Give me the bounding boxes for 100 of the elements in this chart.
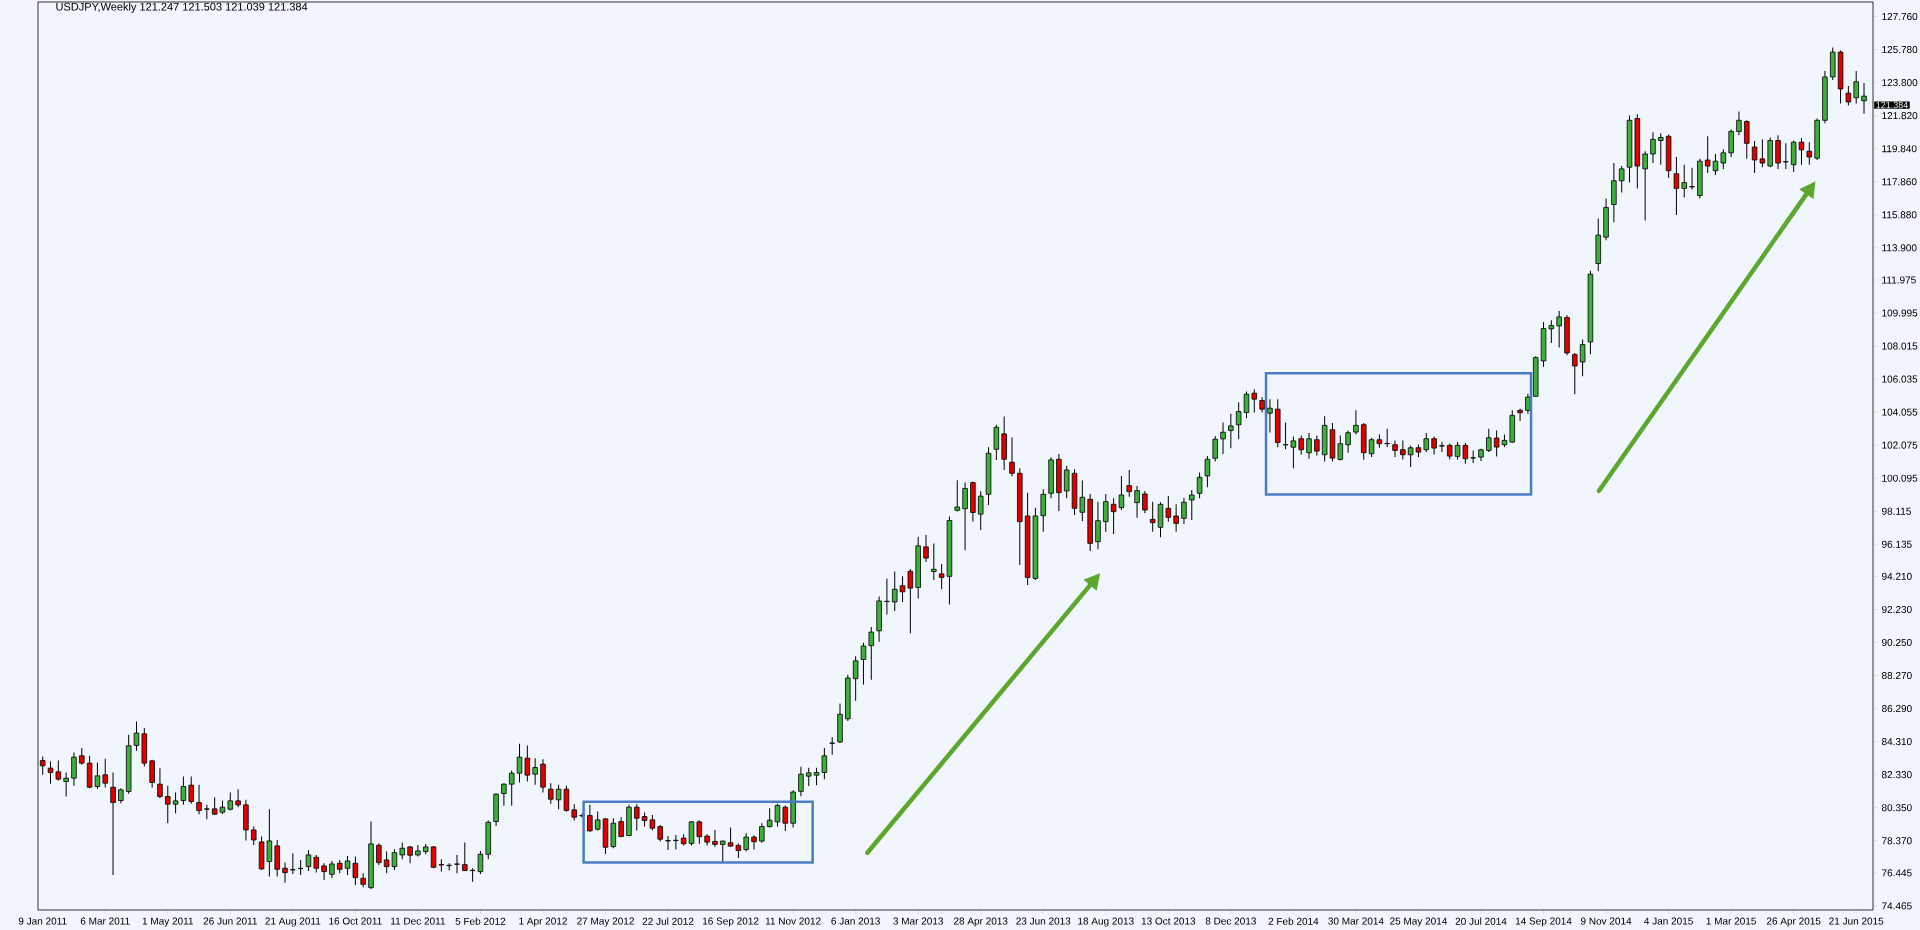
candlestick — [274, 839, 280, 878]
x-tick-label: 4 Jan 2015 — [1644, 917, 1693, 925]
candlestick — [1384, 428, 1390, 448]
candlestick — [1486, 428, 1492, 453]
candlestick — [1806, 141, 1813, 166]
candlestick — [1853, 70, 1859, 105]
candlestick — [1103, 493, 1109, 533]
candlestick — [196, 784, 202, 815]
y-tick-label: 98.115 — [1882, 507, 1911, 515]
candlestick — [587, 804, 593, 833]
candlestick — [1173, 503, 1179, 533]
x-tick-label: 16 Sep 2012 — [702, 917, 759, 927]
candlestick — [1579, 339, 1586, 377]
candlestick — [1392, 439, 1398, 458]
x-tick-label: 21 Aug 2011 — [265, 917, 321, 927]
x-tick-label: 26 Apr 2015 — [1766, 917, 1821, 927]
candlestick — [673, 834, 679, 851]
candlestick — [63, 771, 69, 798]
y-tick-label: 90.250 — [1882, 638, 1912, 647]
candlestick — [1353, 409, 1359, 435]
x-tick-label: 3 Mar 2013 — [893, 917, 944, 925]
candlestick — [634, 803, 640, 832]
x-tick-label: 6 Jan 2013 — [831, 917, 880, 925]
x-tick-label: 1 May 2011 — [142, 917, 194, 927]
candlestick — [1517, 408, 1523, 422]
candlestick — [1556, 310, 1562, 349]
candlestick — [1744, 119, 1750, 160]
candlestick — [1212, 435, 1218, 463]
y-tick-label: 96.135 — [1882, 540, 1912, 548]
y-tick-label: 113.900 — [1882, 244, 1917, 252]
candlestick — [501, 782, 507, 807]
candlestick — [1251, 388, 1258, 414]
candlestick — [712, 829, 718, 848]
candlestick — [321, 862, 327, 881]
candlestick — [696, 819, 703, 845]
candlestick — [1775, 134, 1781, 170]
y-tick-label: 123.800 — [1882, 79, 1918, 87]
candlestick — [665, 835, 671, 851]
y-tick-label: 125.780 — [1882, 46, 1918, 54]
y-tick-label: 108.015 — [1882, 342, 1918, 350]
candlestick — [1728, 128, 1734, 158]
candlestick — [1423, 432, 1430, 453]
candlestick — [1228, 413, 1234, 449]
candlestick — [1736, 110, 1742, 136]
candlestick — [782, 805, 789, 832]
x-tick-label: 16 Oct 2011 — [329, 917, 382, 925]
candlestick — [1783, 142, 1789, 170]
x-tick-label: 23 Jun 2013 — [1016, 917, 1071, 925]
candlestick — [1845, 85, 1852, 106]
candlestick — [1861, 82, 1867, 115]
y-tick-label: 74.465 — [1882, 902, 1912, 910]
candlestick — [462, 842, 468, 872]
candlestick — [806, 767, 812, 787]
candlestick — [540, 758, 546, 794]
candlestick — [376, 842, 382, 866]
x-tick-label: 26 Jun 2011 — [203, 917, 257, 925]
candlestick — [891, 571, 898, 612]
x-tick-label: 27 May 2012 — [577, 917, 634, 927]
y-tick-label: 121.820 — [1882, 112, 1918, 120]
candlestick — [290, 852, 296, 875]
y-tick-label: 92.230 — [1882, 605, 1912, 613]
candlestick — [1681, 164, 1687, 198]
y-tick-label: 80.350 — [1881, 804, 1912, 812]
candlestick — [1095, 501, 1101, 550]
x-tick-label: 25 May 2014 — [1390, 917, 1448, 927]
candlestick — [751, 834, 757, 851]
candlestick — [1337, 434, 1344, 461]
candlestick — [1314, 434, 1320, 456]
candlestick — [1220, 422, 1226, 455]
x-tick-label: 5 Feb 2012 — [455, 917, 506, 925]
candlestick — [305, 849, 312, 872]
candlestick — [962, 482, 968, 551]
candlestick — [1525, 393, 1531, 415]
candlestick — [1650, 131, 1656, 164]
x-tick-label: 13 Oct 2013 — [1141, 917, 1196, 925]
candlestick — [720, 839, 726, 863]
y-tick-label: 127.760 — [1882, 12, 1918, 21]
candlestick — [759, 822, 765, 844]
candlestick — [165, 785, 171, 824]
x-tick-label: 8 Dec 2013 — [1205, 917, 1256, 925]
candlestick — [1642, 150, 1648, 221]
x-tick-label: 30 Mar 2014 — [1328, 917, 1384, 925]
x-tick-label: 11 Dec 2011 — [391, 917, 446, 925]
candlestick — [71, 751, 77, 787]
text: 121.384 — [1876, 101, 1908, 109]
candlestick — [1439, 441, 1445, 453]
candlestick — [1181, 497, 1187, 525]
y-tick-label: 111.975 — [1882, 276, 1916, 284]
candlestick — [1189, 489, 1195, 521]
candlestick — [251, 826, 257, 846]
candlestick — [157, 767, 163, 799]
y-tick-label: 76.445 — [1882, 869, 1912, 877]
candlestick — [977, 490, 984, 531]
candlestick — [743, 832, 749, 852]
candlestick — [110, 771, 116, 876]
candlestick — [1134, 485, 1140, 519]
candlestick — [1400, 439, 1406, 460]
x-tick-label: 11 Nov 2012 — [765, 917, 821, 925]
y-tick-label: 106.035 — [1882, 375, 1918, 383]
candlestick — [1572, 352, 1578, 395]
